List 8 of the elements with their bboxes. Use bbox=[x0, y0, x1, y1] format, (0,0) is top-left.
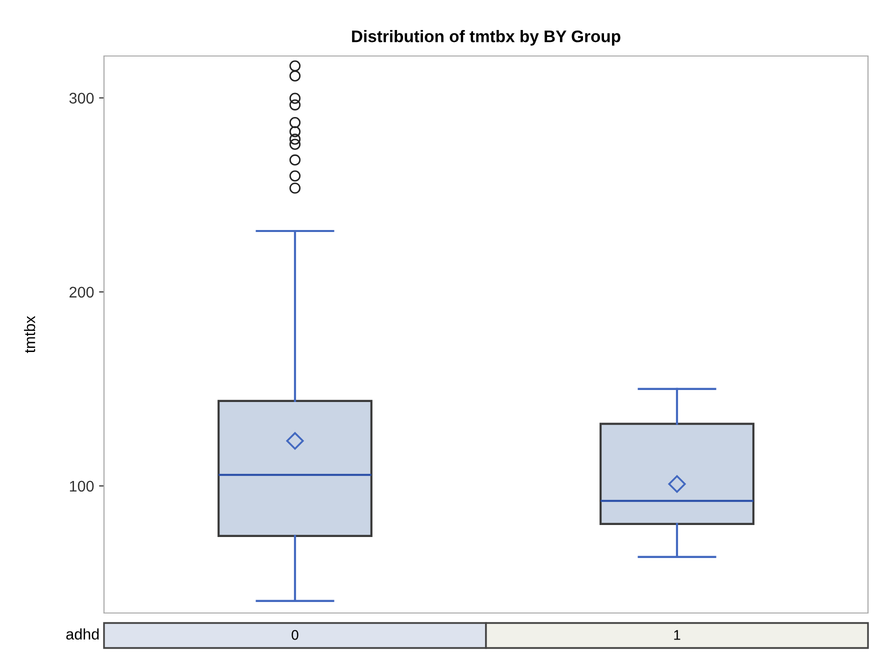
y-tick-label: 100 bbox=[70, 480, 94, 492]
x-tick-label: 0 bbox=[292, 630, 298, 640]
x-axis-title: adhd bbox=[66, 628, 99, 640]
chart-title: Distribution of tmtbx by BY Group bbox=[352, 30, 620, 46]
y-tick-label: 300 bbox=[69, 92, 94, 104]
y-tick-label: 200 bbox=[70, 286, 94, 298]
x-tick-label: 1 bbox=[674, 630, 680, 640]
y-axis-title: tmtbx bbox=[24, 316, 36, 353]
